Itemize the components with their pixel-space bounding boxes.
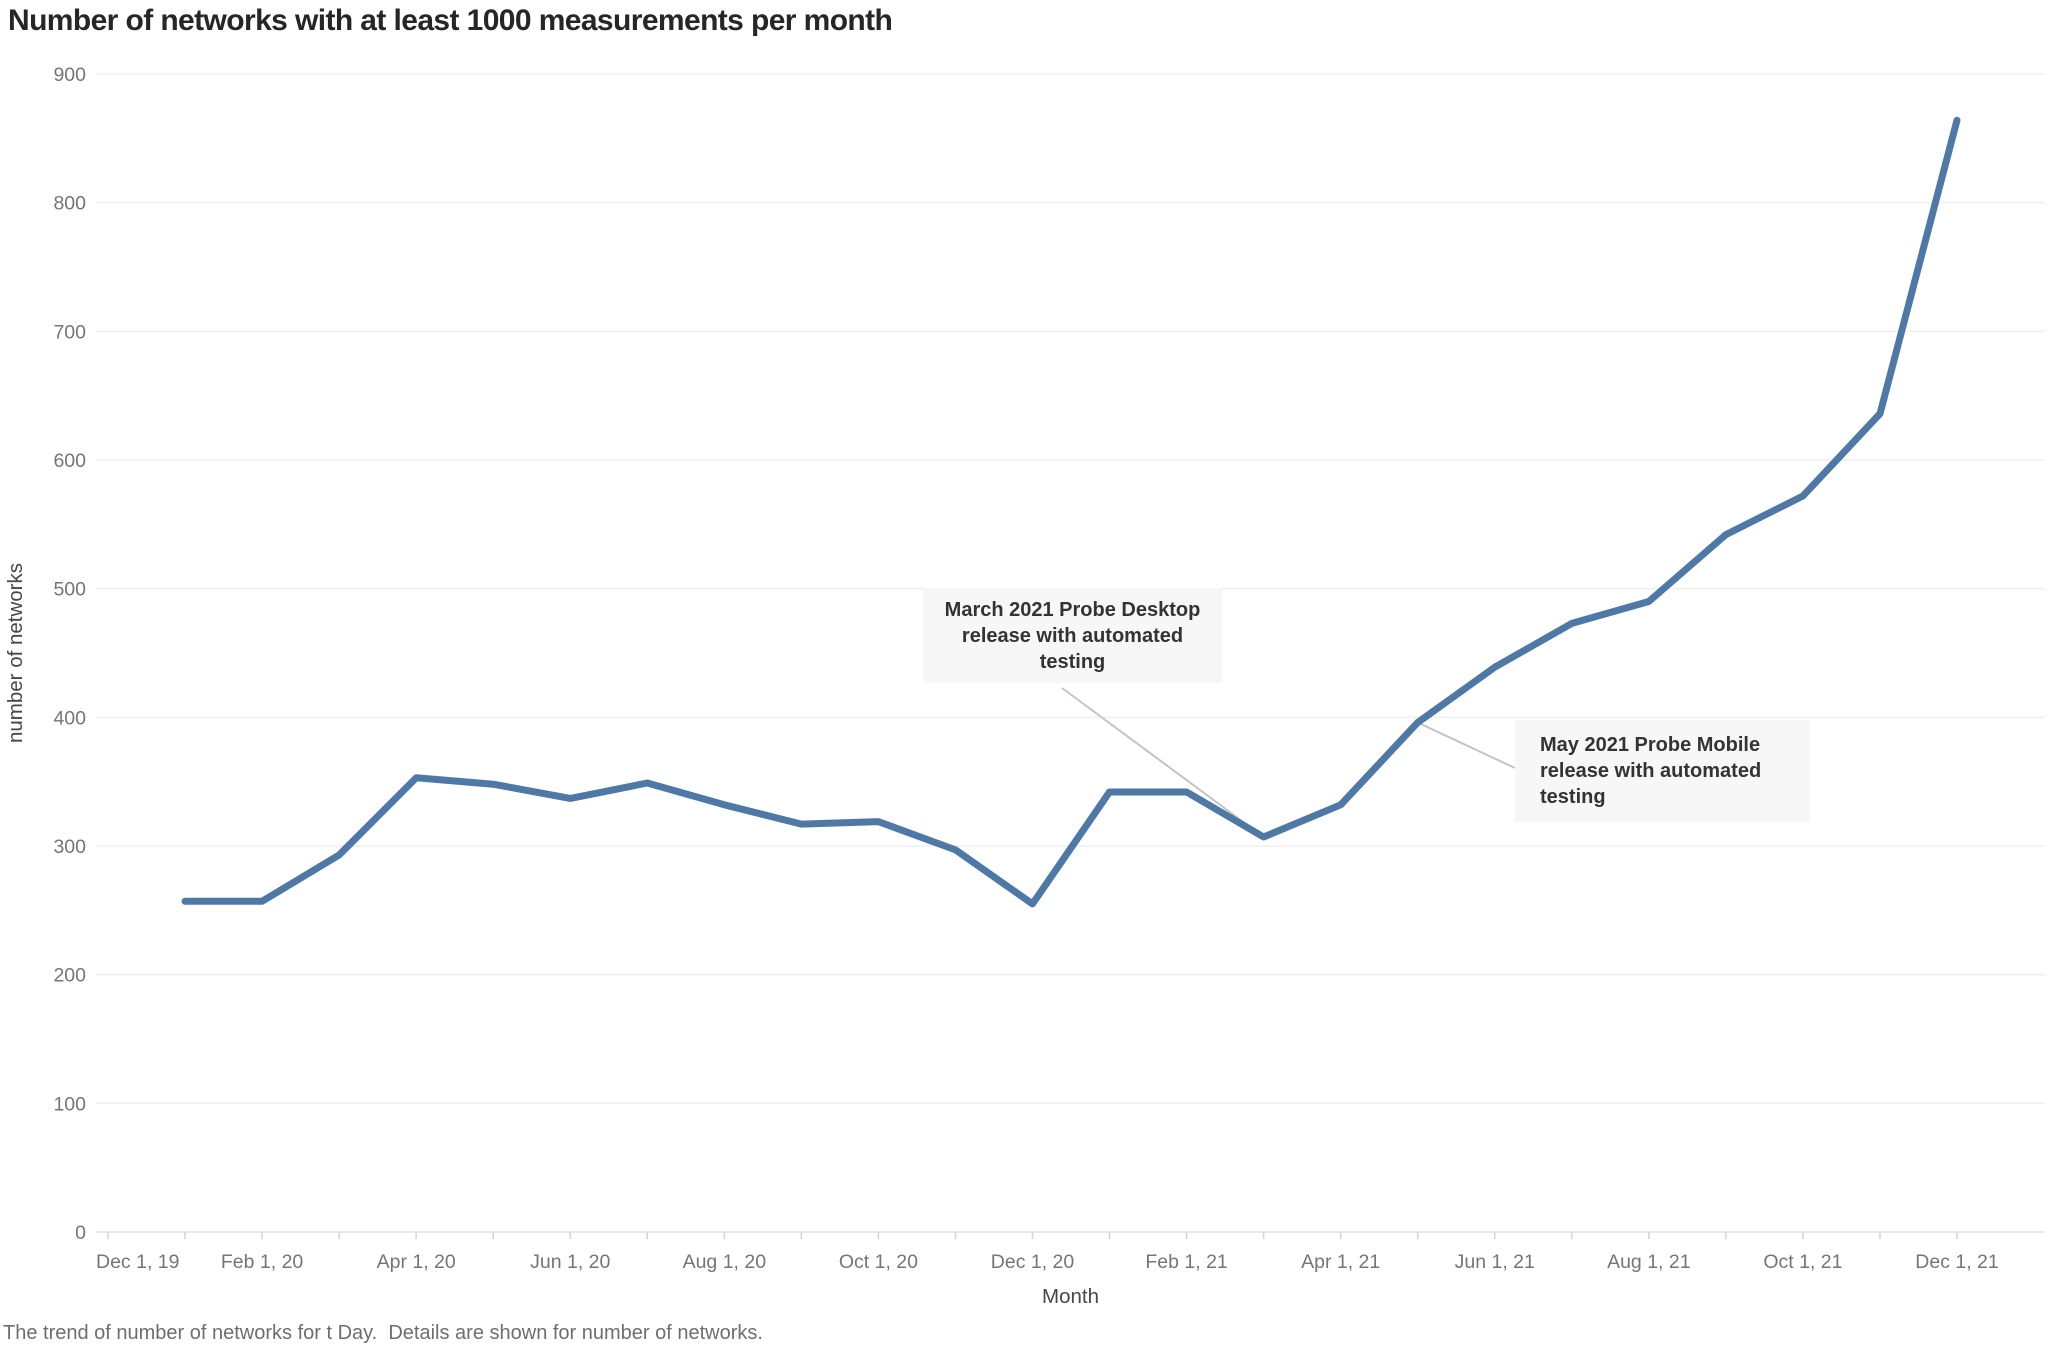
x-tick-label: Jun 1, 21 — [1455, 1251, 1535, 1273]
x-axis-title: Month — [1042, 1285, 1099, 1308]
x-tick-label: Dec 1, 19 — [96, 1251, 179, 1273]
annotation-may-2021-probe-mobile: May 2021 Probe Mobile release with autom… — [1515, 720, 1810, 822]
y-tick-label: 600 — [53, 450, 86, 472]
x-tick-label: Oct 1, 20 — [839, 1251, 918, 1273]
chart-title: Number of networks with at least 1000 me… — [8, 4, 893, 37]
x-tick-label: Dec 1, 21 — [1915, 1251, 1998, 1273]
data-line — [181, 116, 1961, 908]
x-tick-label: Jun 1, 20 — [530, 1251, 610, 1273]
annotation-text: March 2021 Probe Desktop release with au… — [944, 598, 1201, 673]
x-tick-label: Aug 1, 21 — [1607, 1251, 1690, 1273]
y-tick-label: 0 — [75, 1222, 86, 1244]
y-axis-title: number of networks — [4, 563, 27, 743]
annotation-march-2021-probe-desktop: March 2021 Probe Desktop release with au… — [923, 588, 1222, 683]
annotation-leader-line — [1061, 687, 1265, 838]
y-tick-label: 400 — [53, 707, 86, 729]
x-tick-label: Aug 1, 20 — [683, 1251, 767, 1273]
x-tick-label: Feb 1, 20 — [221, 1251, 304, 1273]
x-tick-label: Oct 1, 21 — [1763, 1251, 1842, 1273]
y-tick-label: 800 — [53, 193, 86, 215]
annotation-text: May 2021 Probe Mobile release with autom… — [1540, 734, 1762, 808]
chart-caption: The trend of number of networks for t Da… — [3, 1322, 763, 1344]
y-tick-label: 500 — [53, 579, 86, 601]
x-tick-label: Apr 1, 21 — [1301, 1251, 1380, 1273]
y-tick-label: 200 — [53, 965, 86, 987]
y-tick-label: 300 — [53, 836, 86, 858]
y-tick-label: 100 — [53, 1093, 86, 1115]
x-tick-label: Feb 1, 21 — [1145, 1251, 1227, 1273]
y-tick-label: 700 — [53, 321, 86, 343]
x-tick-label: Apr 1, 20 — [377, 1251, 456, 1273]
x-tick-label: Dec 1, 20 — [991, 1251, 1075, 1273]
annotation-leader-line — [1417, 721, 1516, 769]
y-tick-label: 900 — [53, 64, 86, 86]
